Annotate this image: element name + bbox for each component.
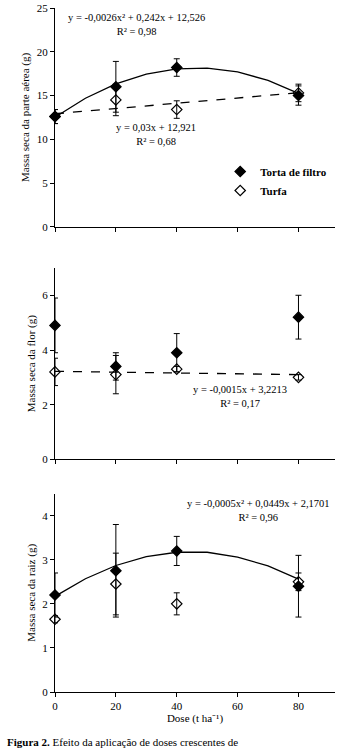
svg-text:Figura 2. Efeito da aplicação: Figura 2. Efeito da aplicação de doses c…: [7, 736, 238, 748]
svg-text:Torta de filtro: Torta de filtro: [260, 166, 326, 178]
svg-text:Massa seca da raiz (g): Massa seca da raiz (g): [25, 544, 38, 642]
svg-text:0: 0: [52, 700, 58, 712]
svg-text:2: 2: [42, 399, 48, 411]
svg-text:3: 3: [42, 554, 48, 566]
svg-text:40: 40: [171, 700, 183, 712]
svg-text:y = -0,0015x + 3,2213R² = 0,17: y = -0,0015x + 3,2213R² = 0,17: [193, 384, 287, 409]
svg-text:y = -0,0005x² + 0,0449x + 2,17: y = -0,0005x² + 0,0449x + 2,1701R² = 0,9…: [187, 498, 330, 523]
svg-text:10: 10: [37, 133, 49, 145]
svg-text:25: 25: [37, 2, 49, 14]
svg-text:6: 6: [42, 289, 48, 301]
svg-text:y = -0,0026x² + 0,242x + 12,52: y = -0,0026x² + 0,242x + 12,526R² = 0,98: [68, 12, 205, 37]
svg-text:4: 4: [42, 344, 48, 356]
svg-text:5: 5: [42, 177, 48, 189]
svg-text:80: 80: [293, 700, 305, 712]
svg-text:Turfa: Turfa: [260, 185, 287, 197]
svg-text:2: 2: [42, 598, 48, 610]
svg-text:20: 20: [37, 46, 49, 58]
svg-text:Dose (t ha⁻¹): Dose (t ha⁻¹): [167, 712, 224, 725]
svg-text:0: 0: [42, 686, 48, 698]
svg-text:15: 15: [37, 89, 49, 101]
svg-text:20: 20: [110, 700, 122, 712]
svg-text:y = 0,03x + 12,921R² = 0,68: y = 0,03x + 12,921R² = 0,68: [116, 122, 196, 147]
svg-text:0: 0: [42, 453, 48, 465]
svg-text:Massa seca da parte aérea (g): Massa seca da parte aérea (g): [19, 53, 32, 183]
svg-text:1: 1: [42, 642, 48, 654]
svg-text:60: 60: [232, 700, 244, 712]
svg-text:4: 4: [42, 510, 48, 522]
svg-text:Massa seca da flor (g): Massa seca da flor (g): [25, 315, 38, 412]
svg-text:0: 0: [42, 221, 48, 233]
